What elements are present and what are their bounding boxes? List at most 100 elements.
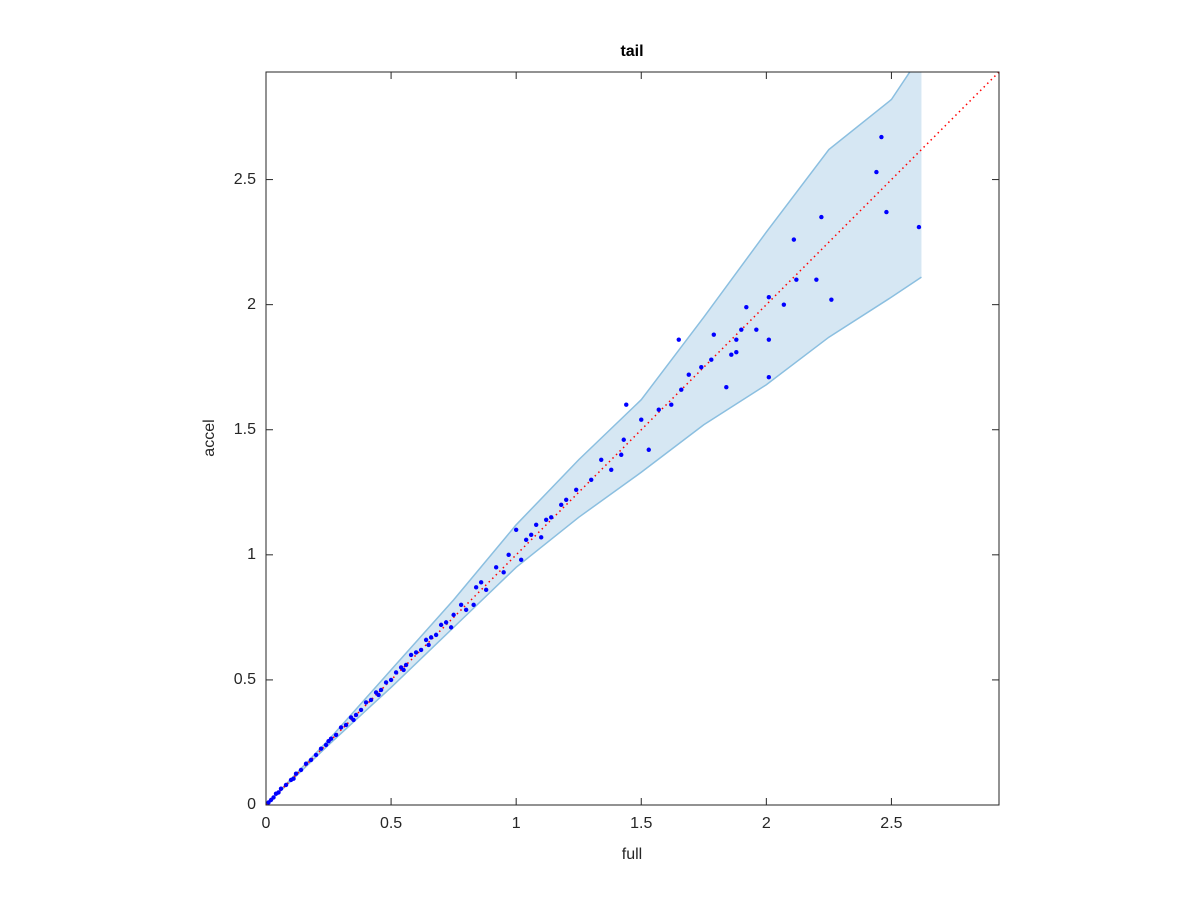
y-tick-label: 1 [247, 546, 256, 563]
point [699, 365, 704, 370]
point [513, 527, 519, 533]
point [471, 602, 476, 608]
band-upper-edge [266, 72, 911, 805]
point [363, 700, 369, 705]
point [401, 667, 406, 673]
point [528, 532, 534, 538]
y-tick-label: 1.5 [234, 421, 256, 438]
chart-title: tail [620, 43, 643, 60]
point [564, 497, 569, 502]
point [451, 612, 456, 618]
confidence-band [266, 72, 922, 805]
point [538, 535, 544, 540]
point [483, 587, 489, 593]
point [559, 502, 564, 507]
point [463, 607, 469, 613]
point [814, 277, 819, 282]
point [709, 357, 714, 362]
point [403, 662, 409, 668]
point [744, 304, 749, 310]
point [619, 452, 624, 457]
point [624, 402, 629, 407]
point [313, 752, 319, 758]
plot-area [266, 72, 999, 805]
point [794, 277, 799, 282]
point [438, 622, 444, 628]
point [766, 375, 772, 380]
point [533, 522, 539, 528]
point [711, 332, 717, 337]
x-axis-label: full [622, 846, 642, 863]
point [739, 327, 744, 332]
point [766, 294, 772, 300]
point [318, 746, 324, 751]
point [884, 209, 889, 215]
point [669, 402, 674, 407]
point [293, 771, 299, 776]
x-tick-label: 0 [262, 815, 271, 832]
point [351, 717, 356, 723]
y-tick-label: 0.5 [234, 671, 256, 688]
point [413, 650, 419, 655]
point [729, 352, 734, 357]
point [621, 437, 626, 442]
point [679, 387, 684, 392]
point [879, 134, 884, 140]
point [676, 337, 681, 342]
point [493, 565, 499, 570]
point [423, 637, 429, 643]
point [428, 635, 434, 640]
point [458, 602, 464, 608]
x-tick-label: 1 [512, 815, 521, 832]
point [271, 795, 276, 800]
point [916, 224, 922, 230]
y-tick-label: 0 [247, 796, 256, 813]
point [766, 337, 772, 342]
point [353, 712, 359, 718]
point [686, 372, 691, 377]
y-tick-label: 2 [247, 296, 256, 313]
point [433, 632, 439, 638]
point [338, 725, 344, 730]
point [308, 757, 314, 763]
point [343, 722, 349, 728]
x-tick-label: 2 [762, 815, 771, 832]
point [303, 761, 309, 766]
band-lower-edge [266, 276, 922, 805]
point [548, 515, 554, 520]
point [473, 585, 479, 590]
point [734, 337, 739, 342]
point [791, 237, 797, 242]
point [781, 302, 787, 307]
axes: 0 0.5 1 1.5 2 2.5 0 0.5 1 1.5 2 2.5 [234, 72, 999, 832]
point [418, 647, 424, 653]
x-tick-label: 0.5 [380, 815, 402, 832]
axes-box [265, 71, 1000, 806]
point [443, 620, 449, 625]
point [506, 552, 511, 558]
point [589, 477, 594, 482]
point [276, 790, 281, 795]
point [609, 467, 614, 472]
point [734, 349, 739, 355]
point [646, 447, 651, 452]
point [408, 652, 414, 658]
point [518, 557, 524, 563]
point [724, 385, 729, 390]
point [448, 625, 454, 630]
point [328, 736, 334, 741]
point [323, 742, 329, 748]
point [754, 327, 759, 332]
point [388, 677, 394, 683]
point [829, 297, 834, 302]
point [368, 697, 374, 703]
point [819, 214, 824, 220]
point [358, 707, 364, 713]
y-axis-label: accel [201, 419, 218, 456]
point [291, 776, 296, 781]
point [543, 517, 549, 523]
point [599, 457, 604, 462]
point [574, 487, 579, 492]
point [376, 692, 381, 698]
